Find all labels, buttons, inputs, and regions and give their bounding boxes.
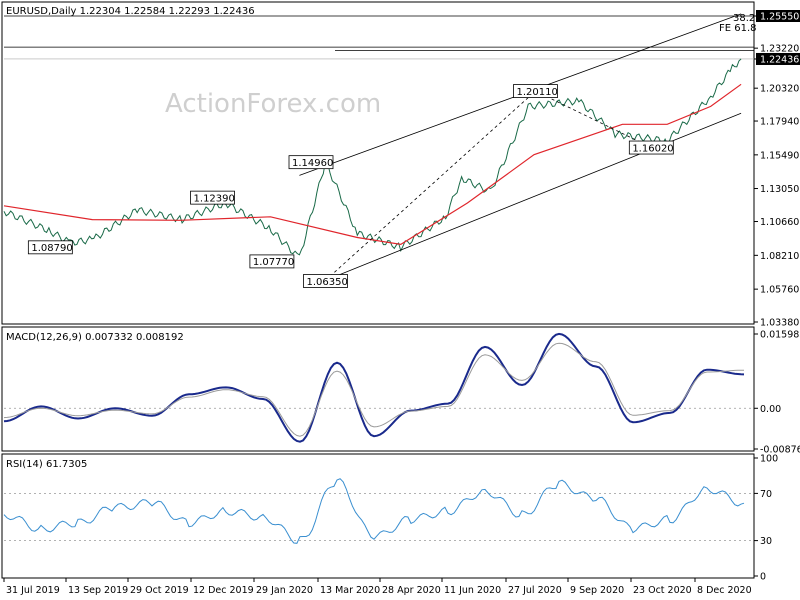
trend-dashed [325,90,536,281]
annotation-box [27,240,73,255]
x-axis-ticks: 31 Jul 2019 13 Sep 2019 29 Oct 2019 12 Dec … [3,578,752,596]
rsi-tick-label: 70 [760,489,772,500]
annotation-label: 1.14960 [292,158,333,169]
x-tick-label: 12 Dec 2019 [193,585,254,596]
x-tick-label: 23 Oct 2020 [633,585,692,596]
annotation-label: 1.12390 [194,193,235,204]
price-title: EURUSD,Daily 1.22304 1.22584 1.22293 1.2… [6,6,255,17]
price-annotations: 1.08790 1.12390 1.07770 1.14960 1.06350 1.201… [27,84,674,288]
rsi-title: RSI(14) 61.7305 [6,459,87,470]
price-tick-label: 1.17940 [760,117,799,128]
price-tick-label: 1.25550 [760,12,799,23]
price-tick-label: 1.22436 [760,54,799,65]
price-annotation: 1.06350 [303,274,348,288]
price-tick-label: 1.13050 [760,184,799,195]
price-tick-label: 1.05760 [760,285,799,296]
x-tick-label: 13 Mar 2020 [320,585,380,596]
rsi-panel [1,453,755,579]
macd-tick-label: -0.008762 [760,445,800,456]
last-price-box [756,52,800,65]
price-annotation: 1.08790 [27,240,73,255]
fib-382-label: 38.2 [733,13,755,24]
macd-tick-label: 0.015983 [760,330,800,341]
annotation-box [288,155,334,170]
top-price-box [756,10,800,22]
x-tick-label: 29 Jan 2020 [256,585,313,596]
rsi-series [3,478,745,544]
macd-panel [1,326,755,452]
rsi-tick-label: 0 [760,572,766,583]
price-annotation: 1.07770 [249,254,295,269]
rsi-y-ticks: 100 70 30 0 [4,454,778,583]
annotation-box [628,140,674,155]
annotation-box [249,254,295,269]
price-series [3,58,742,256]
macd-tick-label: 0.00 [760,404,781,415]
price-tick-label: 1.20320 [760,84,799,95]
rsi-tick-label: 100 [760,454,778,465]
annotation-label: 1.08790 [31,243,72,254]
x-tick-label: 31 Jul 2019 [6,585,60,596]
x-tick-label: 8 Dec 2020 [697,585,752,596]
price-panel [1,1,755,325]
fib-618-label: FE 61.8 [719,23,757,34]
annotation-box [303,274,348,288]
x-tick-label: 9 Sep 2020 [570,585,624,596]
price-tick-label: 1.23220 [760,44,799,55]
price-tick-label: 1.15490 [760,150,799,161]
macd-y-ticks: 0.015983 0.00 -0.008762 [4,330,800,456]
price-tick-label: 1.03380 [760,318,799,329]
macd-series [3,332,745,443]
x-tick-label: 27 Jul 2020 [508,585,562,596]
annotation-label: 1.07770 [253,257,294,268]
rsi-tick-label: 30 [760,536,772,547]
annotation-box [190,190,235,205]
x-tick-label: 11 Jun 2020 [444,585,501,596]
price-line [3,58,742,256]
annotation-label: 1.20110 [516,87,557,98]
annotation-label: 1.06350 [306,277,347,288]
x-tick-label: 13 Sep 2019 [68,585,128,596]
moving-average-line [3,83,742,246]
annotation-box [513,84,558,98]
macd-macd-line [3,332,745,443]
macd-signal-line [3,342,744,437]
x-tick-label: 29 Oct 2019 [130,585,189,596]
price-tick-label: 1.10660 [760,217,799,228]
annotation-label: 1.16020 [632,143,673,154]
price-annotation: 1.12390 [190,190,235,205]
macd-title: MACD(12,26,9) 0.007332 0.008192 [6,332,184,343]
price-annotation: 1.16020 [628,140,674,155]
price-annotation: 1.20110 [513,84,558,98]
price-tick-label: 1.08210 [760,251,799,262]
rsi-rsi-line [3,478,745,544]
x-tick-label: 28 Apr 2020 [382,585,441,596]
watermark: ActionForex.com [165,89,381,119]
price-annotation: 1.14960 [288,155,334,170]
